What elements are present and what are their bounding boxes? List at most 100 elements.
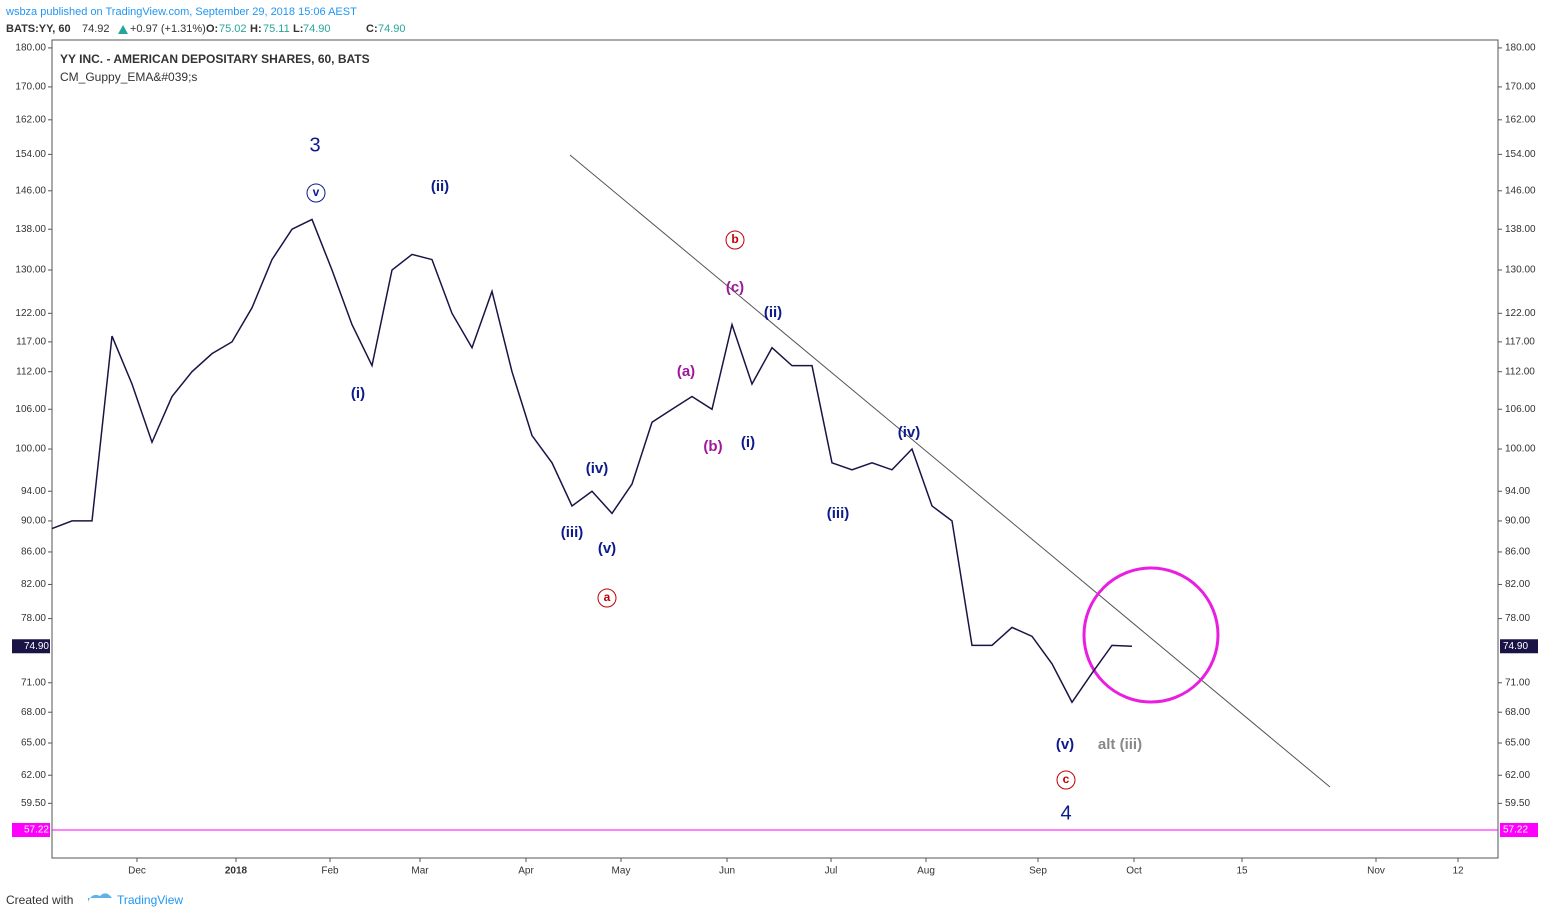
y-tick-label: 180.00	[15, 43, 46, 54]
x-tick-label: Mar	[411, 866, 429, 877]
price-box-label: 57.22	[1503, 825, 1528, 836]
price-box-label: 74.90	[1503, 641, 1528, 652]
change: +0.97 (+1.31%)	[130, 23, 206, 35]
x-tick-label: Apr	[518, 866, 534, 877]
wave-label: a	[604, 590, 611, 604]
x-tick-label: Aug	[917, 866, 935, 877]
y-tick-label: 138.00	[1505, 224, 1536, 235]
price-box	[12, 639, 50, 654]
footer-created: Created with	[6, 893, 73, 907]
wave-label: (ii)	[764, 304, 782, 321]
y-tick-label: 94.00	[21, 486, 46, 497]
wave-label: (v)	[598, 540, 616, 557]
wave-label: (iv)	[898, 424, 921, 441]
l-label: L:	[293, 23, 303, 35]
price-box	[1500, 823, 1538, 838]
publish-info: wsbza published on TradingView.com, Sept…	[5, 6, 357, 18]
y-tick-label: 170.00	[15, 82, 46, 93]
y-tick-label: 86.00	[21, 547, 46, 558]
y-tick-label: 78.00	[1505, 613, 1530, 624]
wave-labels: 3 v (ii) (i) b (c) (ii) (a) (b) (i) (iv)…	[306, 134, 1142, 824]
indicator-name: CM_Guppy_EMA&#039;s	[60, 70, 197, 84]
y-tick-label: 106.00	[15, 404, 46, 415]
y-tick-label: 65.00	[1505, 738, 1530, 749]
y-tick-label: 154.00	[1505, 149, 1536, 160]
wave-label: (ii)	[431, 178, 449, 195]
x-tick-label: Feb	[321, 866, 339, 877]
x-tick-label: Dec	[128, 866, 146, 877]
y-tick-label: 78.00	[21, 613, 46, 624]
y-tick-label: 122.00	[1505, 308, 1536, 319]
wave-label: b	[731, 232, 738, 246]
y-tick-label: 154.00	[15, 149, 46, 160]
y-tick-label: 130.00	[1505, 265, 1536, 276]
c-value: 74.90	[378, 23, 406, 35]
h-value: 75.11	[263, 23, 290, 35]
header-bg	[0, 0, 1551, 40]
wave-label: (i)	[741, 434, 755, 451]
tv-logo	[88, 893, 112, 902]
y-tick-label: 82.00	[1505, 579, 1530, 590]
y-tick-label: 170.00	[1505, 82, 1536, 93]
wave-label: c	[1063, 772, 1070, 786]
wave-label: v	[313, 185, 320, 199]
y-tick-label: 146.00	[1505, 185, 1536, 196]
wave-label: (b)	[703, 438, 722, 455]
wave-label: 3	[309, 134, 320, 156]
y-tick-label: 68.00	[21, 707, 46, 718]
wave-label: (a)	[677, 363, 695, 380]
y-tick-label: 65.00	[21, 738, 46, 749]
y-tick-label: 146.00	[15, 185, 46, 196]
l-value: 74.90	[303, 23, 331, 35]
x-tick-label: 12	[1452, 866, 1464, 877]
y-tick-label: 86.00	[1505, 547, 1530, 558]
y-tick-label: 106.00	[1505, 404, 1536, 415]
label-ring	[306, 183, 326, 203]
symbol: BATS:YY, 60	[6, 23, 71, 35]
footer-brand[interactable]: TradingView	[117, 893, 183, 907]
y-tick-label: 71.00	[1505, 677, 1530, 688]
y-tick-label: 90.00	[1505, 516, 1530, 527]
x-tick-label: Sep	[1029, 866, 1047, 877]
y-tick-label: 59.50	[21, 798, 46, 809]
x-tick-label: Oct	[1126, 866, 1142, 877]
up-arrow	[118, 25, 128, 34]
y-tick-label: 162.00	[15, 114, 46, 125]
wave-label: (v)	[1056, 736, 1074, 753]
label-ring	[725, 230, 745, 250]
y-tick-label: 100.00	[15, 444, 46, 455]
h-label: H:	[250, 23, 262, 35]
y-tick-label: 138.00	[15, 224, 46, 235]
x-tick-label: Jun	[719, 866, 735, 877]
y-tick-label: 122.00	[15, 308, 46, 319]
price-box	[1500, 639, 1538, 654]
x-tick-label: Jul	[825, 866, 838, 877]
chart-title: YY INC. - AMERICAN DEPOSITARY SHARES, 60…	[60, 52, 370, 66]
wave-label: alt (iii)	[1098, 736, 1142, 753]
wave-label: (iv)	[586, 460, 609, 477]
y-tick-label: 162.00	[1505, 114, 1536, 125]
wave-label: (c)	[726, 279, 744, 296]
y-tick-label: 68.00	[1505, 707, 1530, 718]
price-box-label: 57.22	[24, 825, 49, 836]
trend-line	[569, 154, 1331, 788]
y-tick-label: 117.00	[1505, 337, 1535, 348]
y-tick-label: 59.50	[1505, 798, 1530, 809]
plot-area	[51, 39, 1499, 859]
y-tick-label: 100.00	[1505, 444, 1536, 455]
y-tick-label: 117.00	[16, 337, 46, 348]
y-tick-label: 112.00	[16, 366, 46, 377]
wave-label: (iii)	[561, 524, 584, 541]
x-tick-label: 15	[1236, 866, 1248, 877]
publish-text: wsbza published on TradingView.com, Sept…	[5, 6, 357, 18]
y-tick-label: 62.00	[1505, 770, 1530, 781]
price-line	[51, 218, 1133, 704]
label-ring	[597, 588, 617, 608]
y-tick-label: 71.00	[21, 677, 46, 688]
price-box-label: 74.90	[24, 641, 49, 652]
wave-label: (iii)	[827, 505, 850, 522]
y-tick-label: 62.00	[21, 770, 46, 781]
highlight-circle	[1082, 566, 1220, 704]
